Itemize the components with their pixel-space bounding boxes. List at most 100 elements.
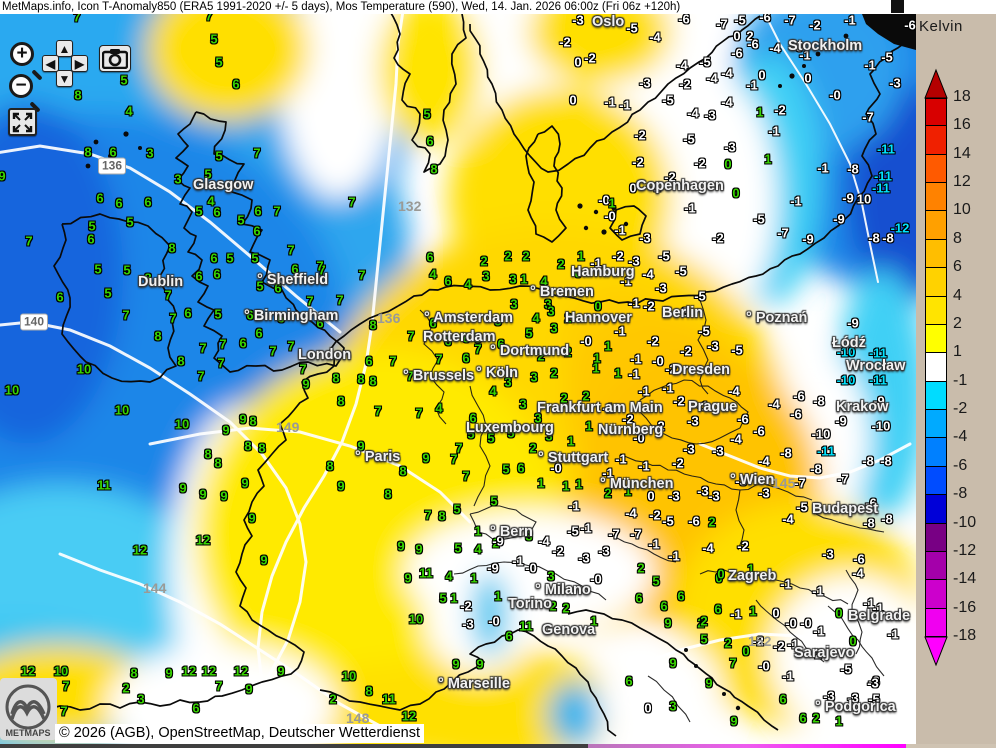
- station-value: 2: [700, 613, 708, 629]
- station-value: -1: [780, 576, 792, 592]
- camera-icon: [102, 48, 128, 69]
- map-surface[interactable]: 7 5 4 8 7 5 5 6 5 6 8 -3 -5 -4 -6 -7 -5 -6 -7 -2 -1 0 2 -6 -6 -4-…: [0, 14, 916, 748]
- zoom-out-button[interactable]: −: [9, 74, 41, 113]
- station-value: 8: [74, 87, 82, 103]
- station-value: -7: [862, 109, 874, 125]
- station-value: 7: [435, 351, 443, 367]
- pan-right-button[interactable]: ▶: [71, 55, 88, 72]
- station-value: -4: [721, 65, 733, 81]
- station-value: -0: [550, 460, 562, 476]
- map-title: MetMaps.info, Icon T-Anomaly850 (ERA5 19…: [2, 1, 681, 13]
- station-value: -11: [868, 372, 888, 388]
- station-value: 9: [664, 615, 672, 631]
- screenshot-button[interactable]: [99, 45, 131, 72]
- station-value: -3: [823, 688, 835, 704]
- station-value: -5: [675, 263, 687, 279]
- station-value: -2: [460, 598, 472, 614]
- station-value: 9: [476, 656, 484, 672]
- station-value: -7: [837, 471, 849, 487]
- station-value: 9: [179, 480, 187, 496]
- station-value: 6: [677, 588, 685, 604]
- station-value: 8: [369, 373, 377, 389]
- station-value: 6: [115, 195, 123, 211]
- legend-color-box: [925, 495, 947, 524]
- station-value: 2: [522, 248, 530, 264]
- station-value: 2: [708, 514, 716, 530]
- station-value: -7: [716, 16, 728, 32]
- station-value: 5: [454, 540, 462, 556]
- station-value: 6: [277, 310, 285, 326]
- fullscreen-button[interactable]: [8, 108, 37, 136]
- station-value: 5: [502, 461, 510, 477]
- station-value: -1: [604, 94, 616, 110]
- station-value: 7: [358, 267, 366, 283]
- station-value: -12: [890, 220, 910, 236]
- station-value: -3: [724, 139, 736, 155]
- pan-down-button[interactable]: ▼: [56, 70, 73, 87]
- station-value: -4: [852, 565, 864, 581]
- station-value: 8: [332, 370, 340, 386]
- station-value: -5: [683, 131, 695, 147]
- station-value: -1: [590, 255, 602, 271]
- station-value: -1: [648, 536, 660, 552]
- station-value: 2: [550, 365, 558, 381]
- station-value: 7: [415, 405, 423, 421]
- station-value: 1: [590, 613, 598, 629]
- station-value: -2: [653, 418, 665, 434]
- station-value: 5: [215, 148, 223, 164]
- station-value: 0: [742, 643, 750, 659]
- legend-color-box: [925, 296, 947, 325]
- station-value: 1: [614, 365, 622, 381]
- contour-label: 132: [398, 198, 422, 214]
- station-value: 5: [525, 325, 533, 341]
- station-value: -6: [678, 14, 690, 27]
- contour-label: 136: [377, 310, 401, 326]
- station-value: 0: [629, 180, 637, 196]
- legend-color-box: [925, 268, 947, 297]
- station-value: -5: [734, 14, 746, 28]
- city-label: Hannover: [565, 310, 632, 326]
- station-value: -1: [684, 200, 696, 216]
- station-value: 2: [504, 248, 512, 264]
- station-value: -7: [784, 14, 796, 28]
- station-value: 7: [73, 14, 81, 25]
- city-label: Frankfurt am Main: [537, 400, 663, 416]
- legend-tick-label: -18: [953, 627, 977, 645]
- city-label: ° Poznań: [746, 310, 808, 326]
- station-value: 5: [487, 430, 495, 446]
- pan-left-button[interactable]: ◀: [42, 55, 59, 72]
- zoom-in-button[interactable]: +: [10, 42, 43, 81]
- legend-tick-label: -1: [953, 371, 968, 389]
- station-value: 3: [669, 698, 677, 714]
- station-value: -3: [598, 543, 610, 559]
- station-value: -3: [708, 488, 720, 504]
- city-label: Hamburg: [571, 264, 635, 280]
- station-value: 0: [594, 298, 602, 314]
- station-value: 2: [557, 256, 565, 272]
- legend-color-box: [925, 183, 947, 212]
- station-value: -3: [712, 443, 724, 459]
- bottom-strip-magenta: [588, 744, 906, 748]
- station-value: 8: [384, 486, 392, 502]
- station-value: -9: [487, 560, 499, 576]
- station-value: -1: [630, 351, 642, 367]
- station-value: -0: [829, 87, 841, 103]
- station-value: -5: [658, 248, 670, 264]
- station-value: -4: [702, 540, 714, 556]
- station-value: 5: [123, 262, 131, 278]
- station-value: 10: [856, 191, 872, 207]
- station-value: 5: [126, 214, 134, 230]
- station-value: 6: [316, 315, 324, 331]
- pan-up-button[interactable]: ▲: [56, 40, 73, 57]
- station-value: -3: [683, 441, 695, 457]
- station-value: 1: [835, 713, 843, 729]
- station-value: -6: [865, 495, 877, 511]
- station-value: -8: [780, 445, 792, 461]
- station-value: -5: [699, 54, 711, 70]
- station-value: 2: [537, 348, 545, 364]
- station-value: 2: [582, 388, 590, 404]
- station-value: -1: [799, 47, 811, 63]
- station-value: 10: [174, 416, 190, 432]
- station-value: 0: [647, 488, 655, 504]
- station-value: -0: [580, 333, 592, 349]
